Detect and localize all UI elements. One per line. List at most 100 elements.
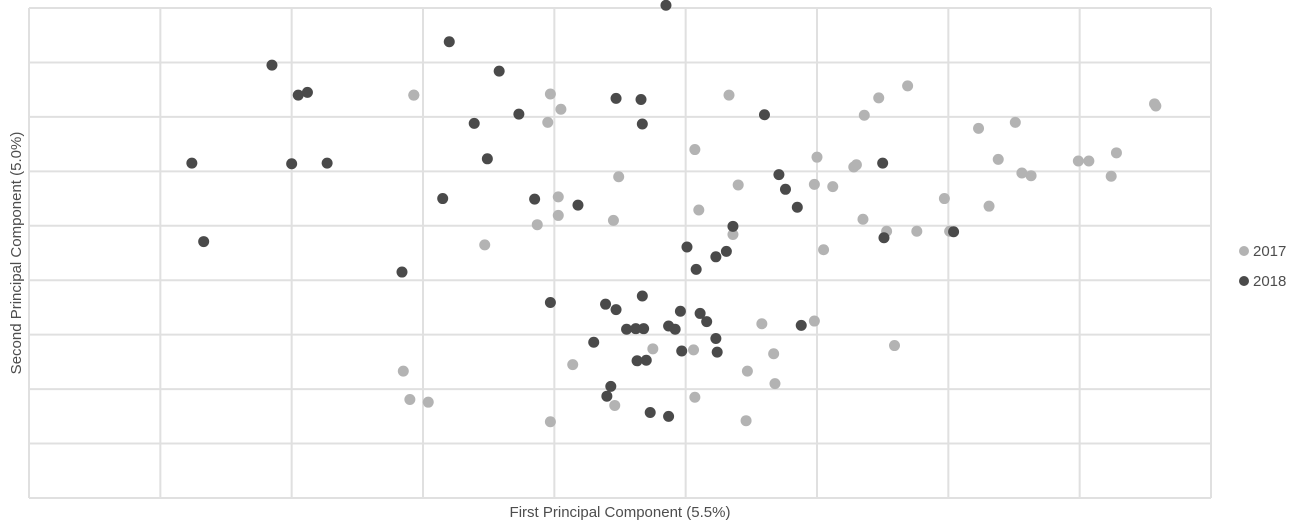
data-point-2017 xyxy=(688,344,700,356)
data-point-2018 xyxy=(720,245,732,257)
data-point-2018 xyxy=(635,93,647,105)
data-point-2018 xyxy=(663,410,675,422)
data-point-2017 xyxy=(404,393,416,405)
data-point-2018 xyxy=(600,298,612,310)
data-point-2018 xyxy=(468,117,480,129)
data-point-2018 xyxy=(292,89,304,101)
data-point-2017 xyxy=(902,80,914,92)
legend: 2017 2018 xyxy=(1239,243,1286,290)
data-point-2018 xyxy=(301,86,313,98)
data-point-2017 xyxy=(808,315,820,327)
data-point-2018 xyxy=(669,323,681,335)
data-point-2018 xyxy=(710,251,722,263)
data-point-2017 xyxy=(983,200,995,212)
data-point-2017 xyxy=(992,153,1004,165)
data-point-2017 xyxy=(732,179,744,191)
data-point-2018 xyxy=(396,266,408,278)
data-point-2018 xyxy=(481,153,493,165)
data-point-2018 xyxy=(674,305,686,317)
data-point-2017 xyxy=(1072,155,1084,167)
data-point-2018 xyxy=(601,390,613,402)
data-point-2017 xyxy=(911,225,923,237)
data-point-2018 xyxy=(640,354,652,366)
data-point-2017 xyxy=(811,151,823,163)
data-point-2017 xyxy=(756,318,768,330)
data-point-2017 xyxy=(938,193,950,205)
data-point-2017 xyxy=(723,89,735,101)
data-point-2017 xyxy=(531,219,543,231)
data-point-2017 xyxy=(858,109,870,121)
data-point-2017 xyxy=(689,144,701,156)
data-point-2017 xyxy=(552,191,564,203)
data-point-2018 xyxy=(610,304,622,316)
data-point-2018 xyxy=(631,355,643,367)
data-point-2017 xyxy=(1016,167,1028,179)
data-point-2017 xyxy=(768,348,780,360)
points xyxy=(186,0,1162,428)
data-point-2018 xyxy=(779,183,791,195)
data-point-2017 xyxy=(1150,100,1162,112)
data-point-2018 xyxy=(266,59,278,71)
data-point-2017 xyxy=(973,122,985,134)
data-point-2018 xyxy=(286,158,298,170)
legend-key-2018 xyxy=(1239,276,1249,286)
data-point-2018 xyxy=(605,380,617,392)
data-point-2017 xyxy=(555,103,567,115)
data-point-2018 xyxy=(529,193,541,205)
data-point-2018 xyxy=(544,297,556,309)
y-axis-label: Second Principal Component (5.0%) xyxy=(8,132,25,375)
data-point-2017 xyxy=(693,204,705,216)
data-point-2018 xyxy=(610,92,622,104)
data-point-2018 xyxy=(727,220,739,232)
data-point-2018 xyxy=(878,232,890,244)
data-point-2018 xyxy=(493,65,505,77)
data-point-2017 xyxy=(408,89,420,101)
data-point-2018 xyxy=(636,290,648,302)
data-point-2018 xyxy=(758,109,770,121)
data-point-2017 xyxy=(479,239,491,251)
data-point-2017 xyxy=(552,209,564,221)
data-point-2017 xyxy=(1110,147,1122,159)
data-point-2017 xyxy=(544,88,556,100)
data-point-2018 xyxy=(513,108,525,120)
data-point-2017 xyxy=(1083,155,1095,167)
data-point-2017 xyxy=(609,399,621,411)
data-point-2018 xyxy=(660,0,672,11)
data-point-2018 xyxy=(694,307,706,319)
data-point-2017 xyxy=(1025,170,1037,182)
data-point-2018 xyxy=(198,236,210,248)
data-point-2018 xyxy=(701,316,713,328)
data-point-2017 xyxy=(741,365,753,377)
data-point-2017 xyxy=(647,343,659,355)
data-point-2018 xyxy=(791,201,803,213)
data-point-2017 xyxy=(397,365,409,377)
data-point-2018 xyxy=(795,319,807,331)
data-point-2018 xyxy=(186,157,198,169)
data-point-2018 xyxy=(588,336,600,348)
data-point-2017 xyxy=(740,415,752,427)
data-point-2018 xyxy=(877,157,889,169)
data-point-2017 xyxy=(850,159,862,171)
data-point-2018 xyxy=(636,118,648,130)
data-point-2018 xyxy=(638,323,650,335)
data-point-2018 xyxy=(711,346,723,358)
data-point-2017 xyxy=(689,391,701,403)
data-point-2017 xyxy=(613,171,625,183)
data-point-2017 xyxy=(1105,170,1117,182)
data-point-2017 xyxy=(422,396,434,408)
data-point-2018 xyxy=(773,169,785,181)
data-point-2017 xyxy=(888,340,900,352)
data-point-2018 xyxy=(644,407,656,419)
data-point-2017 xyxy=(567,359,579,371)
data-point-2018 xyxy=(690,263,702,275)
data-point-2017 xyxy=(607,214,619,226)
data-point-2018 xyxy=(681,241,693,253)
data-point-2018 xyxy=(630,323,642,335)
x-axis-label: First Principal Component (5.5%) xyxy=(510,504,731,521)
data-point-2018 xyxy=(676,345,688,357)
data-point-2017 xyxy=(544,416,556,428)
data-point-2018 xyxy=(443,36,455,48)
data-point-2017 xyxy=(542,116,554,128)
data-point-2018 xyxy=(621,323,633,335)
